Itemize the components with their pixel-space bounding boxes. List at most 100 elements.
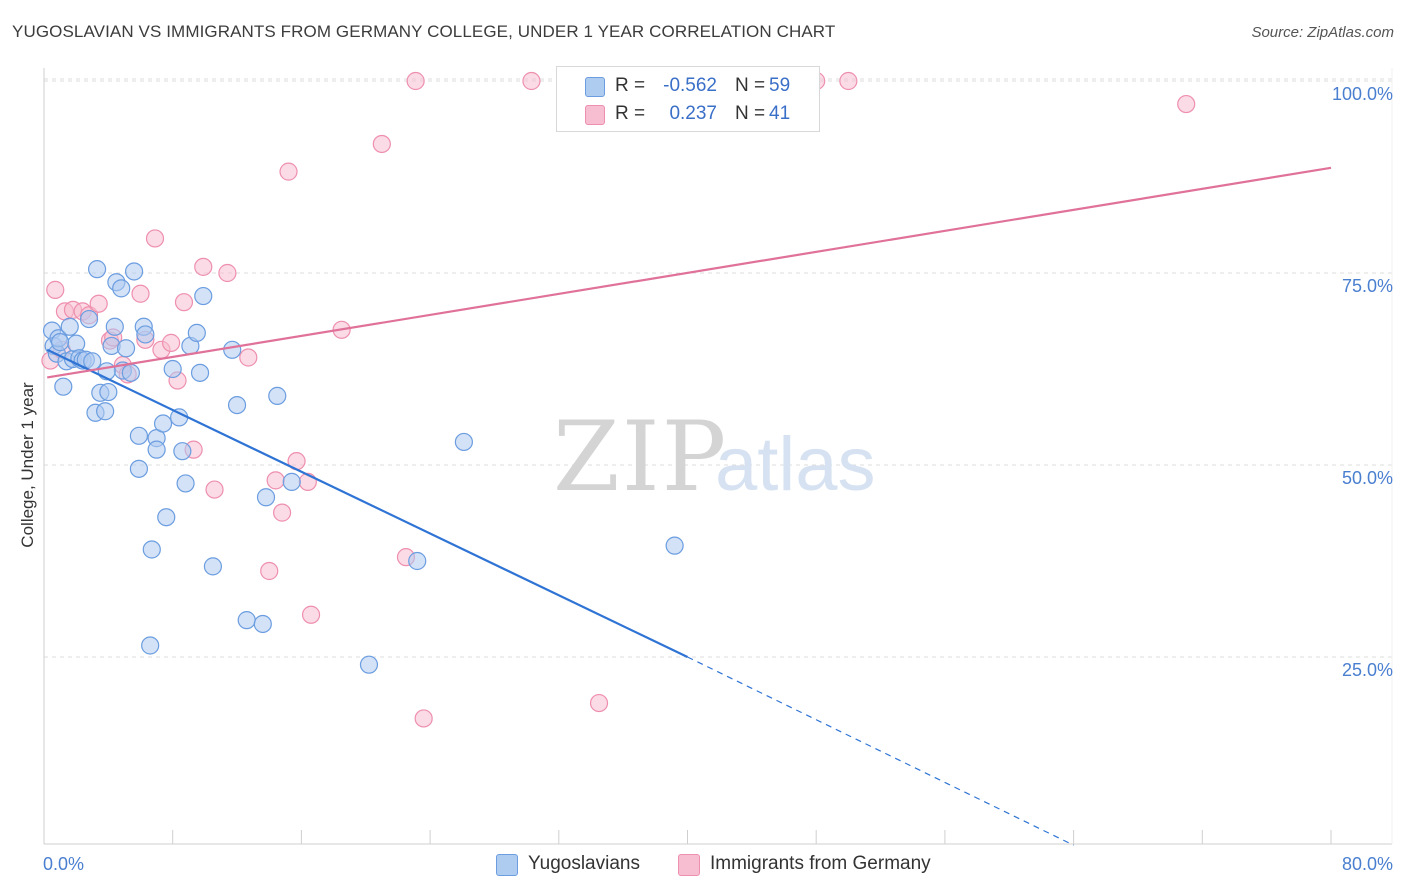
point-yugoslavians xyxy=(187,323,206,343)
point-yugoslavians xyxy=(665,536,684,555)
axes xyxy=(43,68,1393,845)
x-tick-label: 0.0% xyxy=(43,854,84,874)
point-yugoslavians xyxy=(141,636,160,655)
point-immigrants-from-germany xyxy=(194,257,213,276)
legend-n-label: N = xyxy=(735,103,766,124)
y-tick-label: 75.0% xyxy=(1342,276,1393,296)
legend-swatch-pink xyxy=(678,854,700,876)
point-yugoslavians xyxy=(227,395,247,415)
point-immigrants-from-germany xyxy=(46,280,65,299)
point-yugoslavians xyxy=(54,377,73,396)
y-tick-label: 25.0% xyxy=(1342,660,1393,680)
point-immigrants-from-germany xyxy=(589,693,609,713)
point-immigrants-from-germany xyxy=(1177,94,1196,114)
point-immigrants-from-germany xyxy=(839,71,858,91)
legend-r-label: R = xyxy=(615,103,646,124)
point-yugoslavians xyxy=(129,459,149,478)
point-yugoslavians xyxy=(237,611,256,630)
point-yugoslavians xyxy=(79,309,99,329)
point-immigrants-from-germany xyxy=(131,284,150,303)
point-yugoslavians xyxy=(136,325,155,344)
point-immigrants-from-germany xyxy=(260,561,279,581)
legend-swatch-blue xyxy=(496,854,518,876)
legend-r-value: 0.237 xyxy=(669,103,717,124)
point-yugoslavians xyxy=(83,352,102,371)
point-yugoslavians xyxy=(268,386,287,405)
point-immigrants-from-germany xyxy=(145,229,165,248)
point-yugoslavians xyxy=(112,279,131,298)
legend-label: Yugoslavians xyxy=(528,853,640,874)
point-yugoslavians xyxy=(105,317,124,336)
legend-swatch-pink xyxy=(585,105,605,125)
legend-r-label: R = xyxy=(615,75,646,96)
point-immigrants-from-germany xyxy=(174,293,194,312)
point-yugoslavians xyxy=(129,426,149,445)
legend-n-value: 59 xyxy=(769,75,791,96)
source-note: Source: ZipAtlas.com xyxy=(1251,24,1394,41)
point-yugoslavians xyxy=(142,540,161,559)
point-yugoslavians xyxy=(50,333,70,352)
point-yugoslavians xyxy=(153,414,173,433)
point-yugoslavians xyxy=(203,557,223,576)
point-yugoslavians xyxy=(194,286,213,306)
point-yugoslavians xyxy=(223,340,242,359)
point-yugoslavians xyxy=(147,440,166,459)
legend-row-yugoslavians: R = -0.562 N = 59 xyxy=(557,71,819,101)
y-tick-label: 100.0% xyxy=(1332,84,1393,104)
point-yugoslavians xyxy=(454,432,473,452)
trend-line-yugoslavians xyxy=(46,348,688,658)
point-immigrants-from-germany xyxy=(272,503,292,522)
point-immigrants-from-germany xyxy=(161,333,181,352)
point-immigrants-from-germany xyxy=(406,71,425,91)
legend-row-immigrants: R = 0.237 N = 41 xyxy=(557,99,819,129)
watermark-atlas: atlas xyxy=(715,422,876,507)
point-yugoslavians xyxy=(163,359,182,379)
point-yugoslavians xyxy=(116,339,136,358)
y-axis-label: College, Under 1 year xyxy=(18,382,37,548)
series-immigrants-from-germany xyxy=(41,71,1196,728)
legend-n-label: N = xyxy=(735,75,766,96)
point-immigrants-from-germany xyxy=(372,134,391,154)
legend-label: Immigrants from Germany xyxy=(710,853,931,874)
point-yugoslavians xyxy=(124,262,144,281)
point-immigrants-from-germany xyxy=(522,71,541,91)
point-immigrants-from-germany xyxy=(239,348,258,367)
point-yugoslavians xyxy=(121,363,140,382)
stats-legend: R = -0.562 N = 59 R = 0.237 N = 41 xyxy=(556,66,820,132)
grid-lines xyxy=(44,78,1392,658)
trend-line-immigrants-from-germany xyxy=(47,166,1332,379)
point-yugoslavians xyxy=(190,363,210,382)
point-yugoslavians xyxy=(176,474,195,493)
point-immigrants-from-germany xyxy=(266,471,285,490)
series-legend: Yugoslavians Immigrants from Germany xyxy=(0,852,1406,878)
point-yugoslavians xyxy=(282,472,301,491)
point-yugoslavians xyxy=(173,442,192,461)
trend-lines xyxy=(46,166,1332,846)
series-yugoslavians xyxy=(42,260,684,674)
point-yugoslavians xyxy=(87,260,107,279)
chart-title: YUGOSLAVIAN VS IMMIGRANTS FROM GERMANY C… xyxy=(12,22,836,41)
point-immigrants-from-germany xyxy=(301,605,321,624)
y-tick-label: 50.0% xyxy=(1342,468,1393,488)
legend-n-value: 41 xyxy=(769,103,791,124)
point-yugoslavians xyxy=(60,317,79,336)
point-yugoslavians xyxy=(256,488,276,507)
point-immigrants-from-germany xyxy=(89,294,108,313)
trend-line-yugoslavians-extrapolated xyxy=(687,656,1074,846)
watermark-zip: ZIP xyxy=(553,401,728,513)
point-yugoslavians xyxy=(99,382,118,402)
tick-labels: 25.0% 50.0% 75.0% 100.0% 0.0% 80.0% xyxy=(43,84,1393,874)
point-yugoslavians xyxy=(157,508,176,527)
point-immigrants-from-germany xyxy=(414,709,433,728)
point-yugoslavians xyxy=(253,614,272,634)
x-tick-label: 80.0% xyxy=(1342,854,1393,874)
watermark: ZIP atlas xyxy=(553,401,876,513)
point-immigrants-from-germany xyxy=(279,162,298,181)
legend-r-value: -0.562 xyxy=(663,75,717,96)
legend-swatch-blue xyxy=(585,77,605,97)
point-yugoslavians xyxy=(359,655,379,674)
point-immigrants-from-germany xyxy=(205,480,224,499)
point-yugoslavians xyxy=(408,551,427,571)
point-yugoslavians xyxy=(96,402,115,421)
